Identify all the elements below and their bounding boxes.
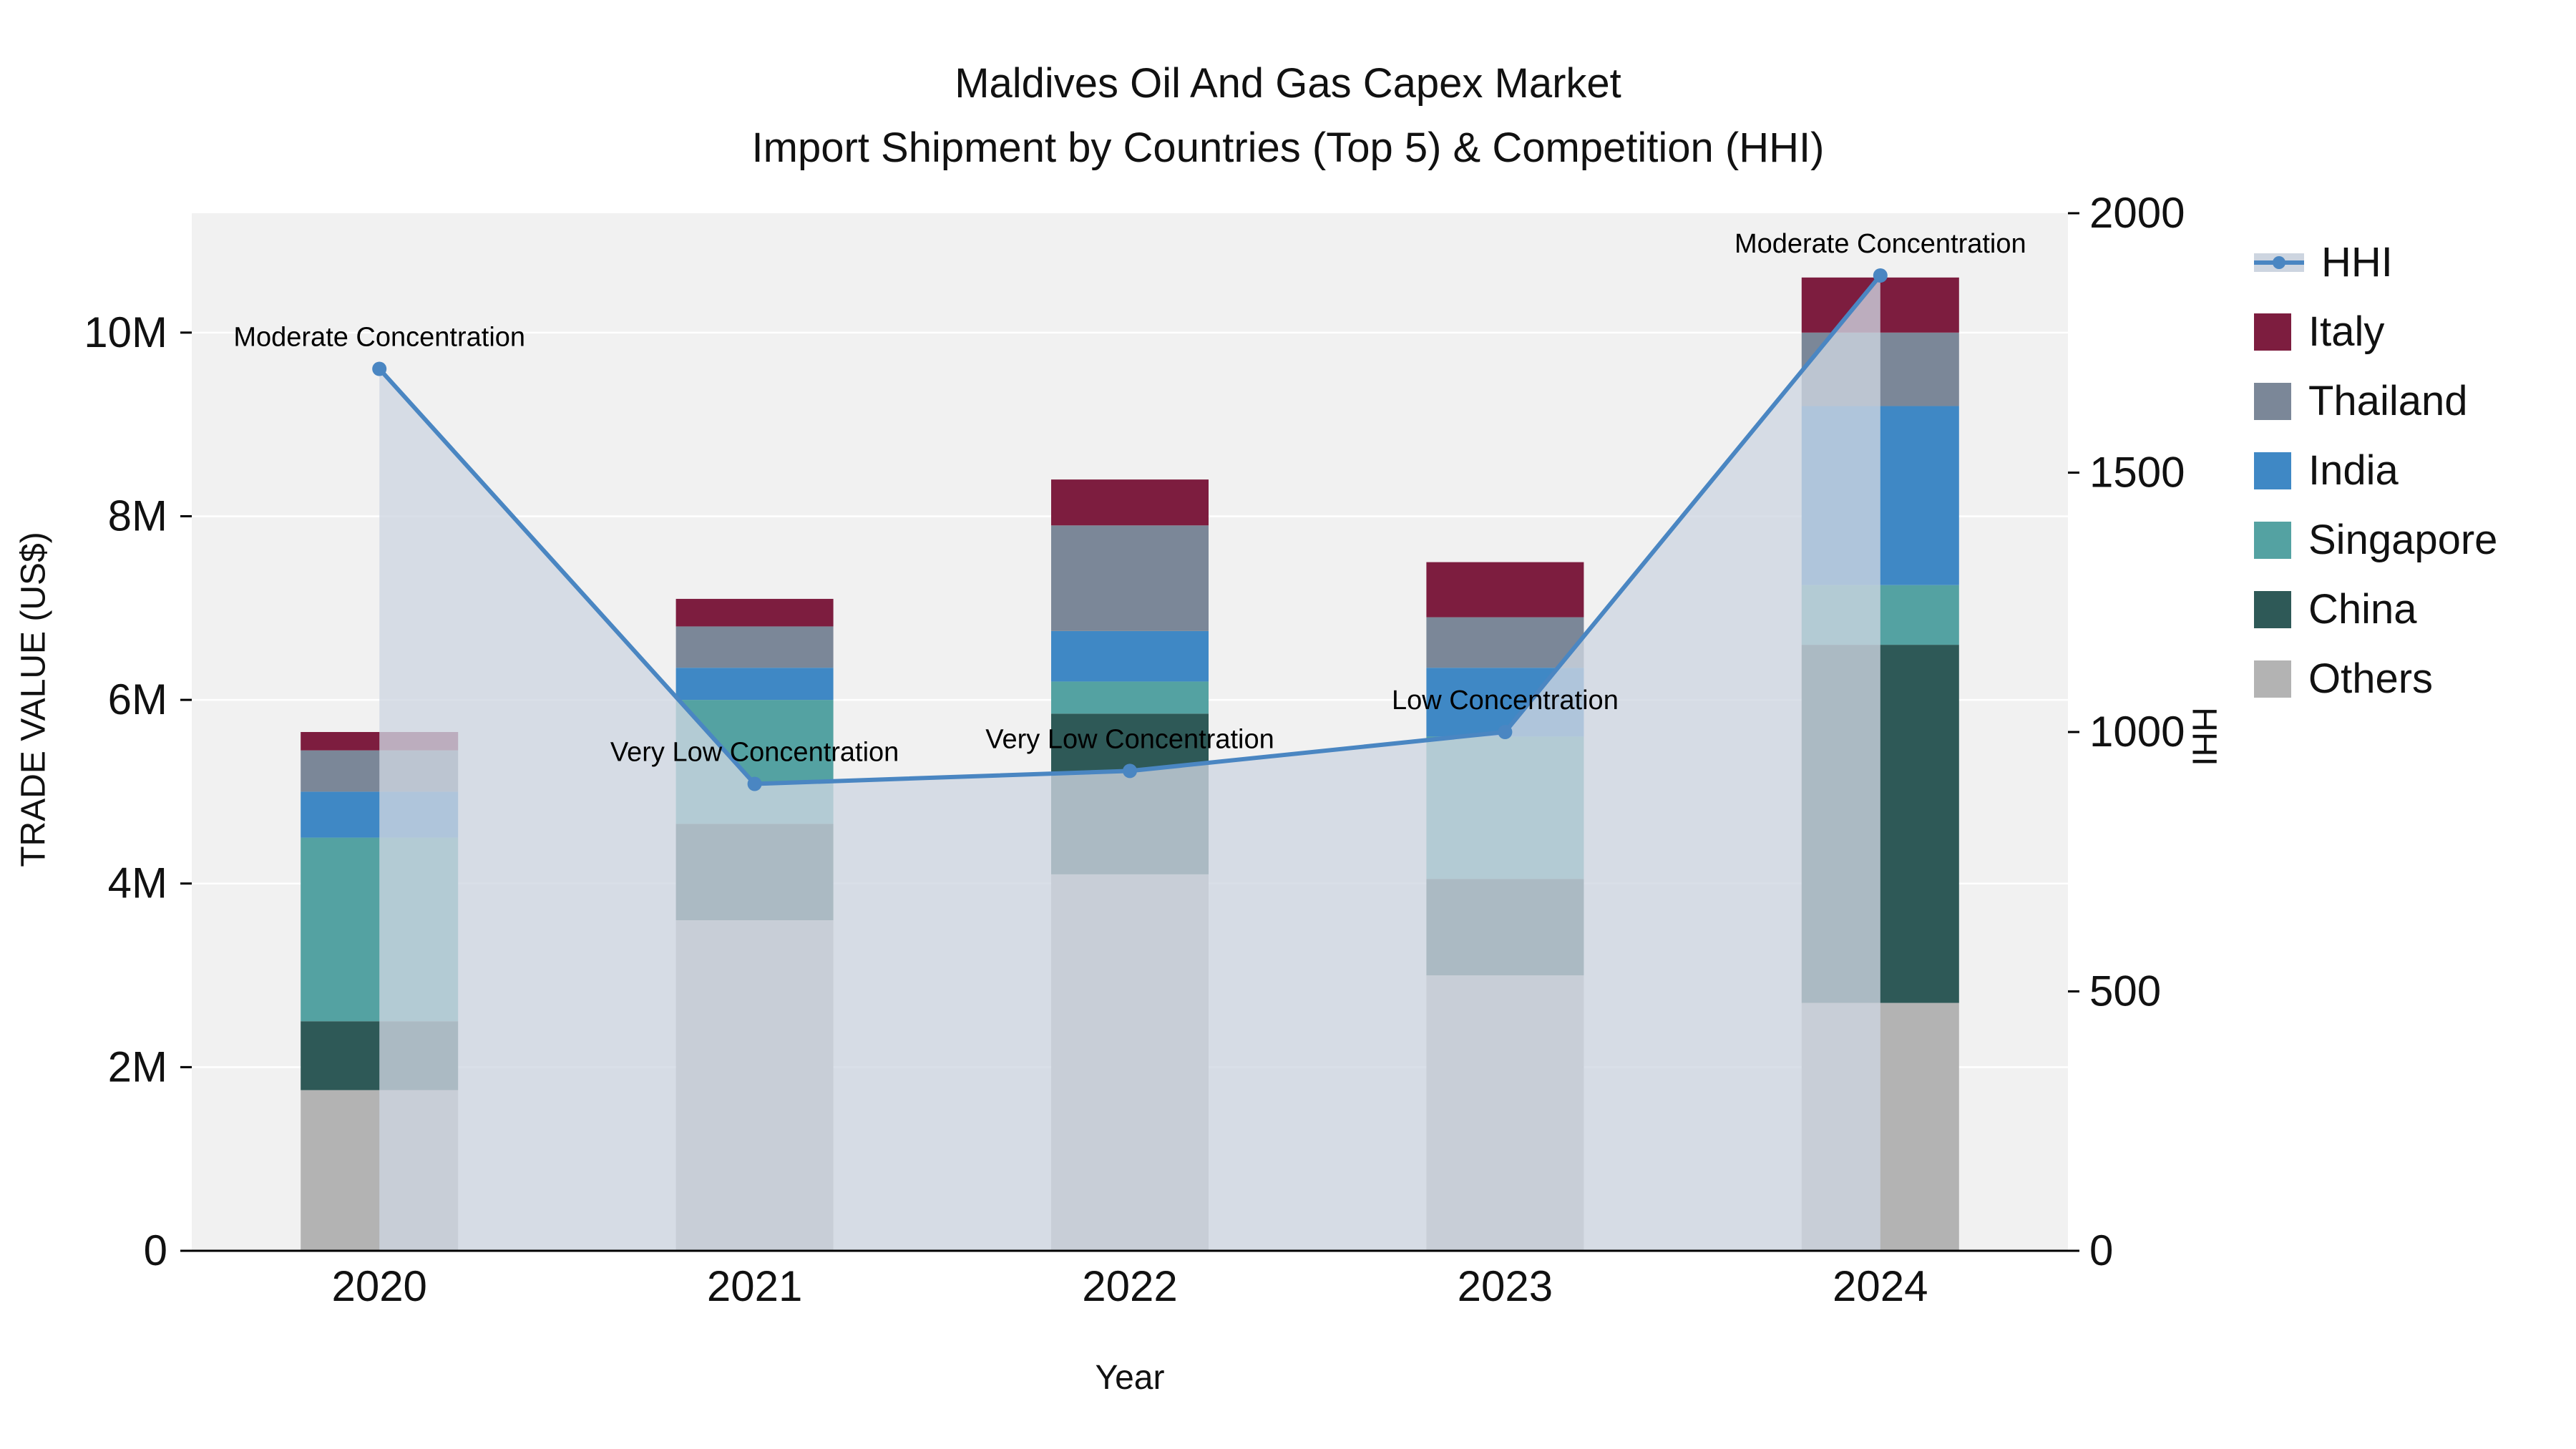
hhi-marker-2024 [1873,268,1888,283]
legend-item-thailand: Thailand [2254,366,2497,436]
hhi-area [379,275,1880,1251]
legend-swatch-thailand [2254,382,2291,420]
hhi-marker-2020 [372,361,387,376]
legend-item-italy: Italy [2254,297,2497,366]
annotation-2024: Moderate Concentration [1735,229,2026,259]
y-left-tick-label: 2M [108,1043,167,1091]
hhi-marker-2022 [1123,763,1137,779]
annotation-2023: Low Concentration [1392,686,1619,716]
annotation-2020: Moderate Concentration [233,323,525,353]
legend-item-china: China [2254,575,2497,644]
legend-item-singapore: Singapore [2254,505,2497,575]
bar-segment-italy-2022 [1051,479,1209,526]
y-right-tick-label: 1500 [2089,449,2185,497]
legend-label-others: Others [2308,655,2434,702]
legend-swatch-others [2254,660,2291,698]
legend-item-hhi: HHI [2254,228,2497,297]
y-right-tick-label: 2000 [2089,189,2185,237]
legend-label-thailand: Thailand [2308,378,2468,424]
bar-segment-thailand-2023 [1426,617,1584,668]
x-axis-title: Year [1095,1359,1165,1397]
legend: HHI Italy Thailand India Singapore China Other… [2254,228,2497,713]
bar-segment-thailand-2021 [675,626,834,668]
legend-marker-glyph [2273,255,2285,269]
x-tick-label-2023: 2023 [1458,1262,1553,1310]
legend-label-singapore: Singapore [2308,517,2498,563]
y-right-tick-label: 500 [2089,967,2161,1015]
y-left-tick-label: 6M [108,675,167,723]
legend-hhi-line-swatch [2254,253,2304,272]
hhi-marker-2021 [747,776,762,791]
legend-label-hhi: HHI [2321,239,2393,286]
legend-swatch-india [2254,452,2291,489]
legend-swatch-italy [2254,313,2291,351]
legend-item-others: Others [2254,644,2497,713]
bar-segment-india-2021 [675,668,834,701]
chart-title-line1: Maldives Oil And Gas Capex Market [955,60,1621,107]
legend-label-china: China [2308,586,2417,633]
y-axis-left-title: TRADE VALUE (US$) [14,532,53,867]
bar-segment-italy-2023 [1426,562,1584,618]
x-tick-label-2022: 2022 [1082,1262,1177,1310]
x-tick-label-2024: 2024 [1833,1262,1928,1310]
y-right-tick-label: 1000 [2089,708,2185,756]
y-left-tick-label: 4M [108,859,167,907]
bar-segment-italy-2021 [675,598,834,627]
chart-title: Maldives Oil And Gas Capex Market Import… [0,52,2576,180]
legend-swatch-singapore [2254,521,2291,559]
y-right-tick-label: 0 [2089,1226,2113,1274]
bar-segment-india-2022 [1051,630,1209,682]
legend-label-italy: Italy [2308,308,2385,355]
y-axis-right-title: HHI [2185,707,2223,766]
y-left-tick-label: 0 [144,1226,167,1274]
y-left-tick-label: 10M [84,308,167,356]
hhi-marker-2023 [1498,725,1513,739]
bar-segment-thailand-2022 [1051,525,1209,631]
chart-title-line2: Import Shipment by Countries (Top 5) & C… [751,125,1825,171]
annotation-2021: Very Low Concentration [610,738,899,768]
x-tick-label-2021: 2021 [707,1262,802,1310]
y-left-tick-label: 8M [108,492,167,540]
legend-label-india: India [2308,447,2399,494]
x-tick-label-2020: 2020 [331,1262,426,1310]
bar-segment-singapore-2022 [1051,681,1209,714]
legend-item-india: India [2254,436,2497,505]
legend-swatch-china [2254,590,2291,628]
annotation-2022: Very Low Concentration [985,724,1274,754]
